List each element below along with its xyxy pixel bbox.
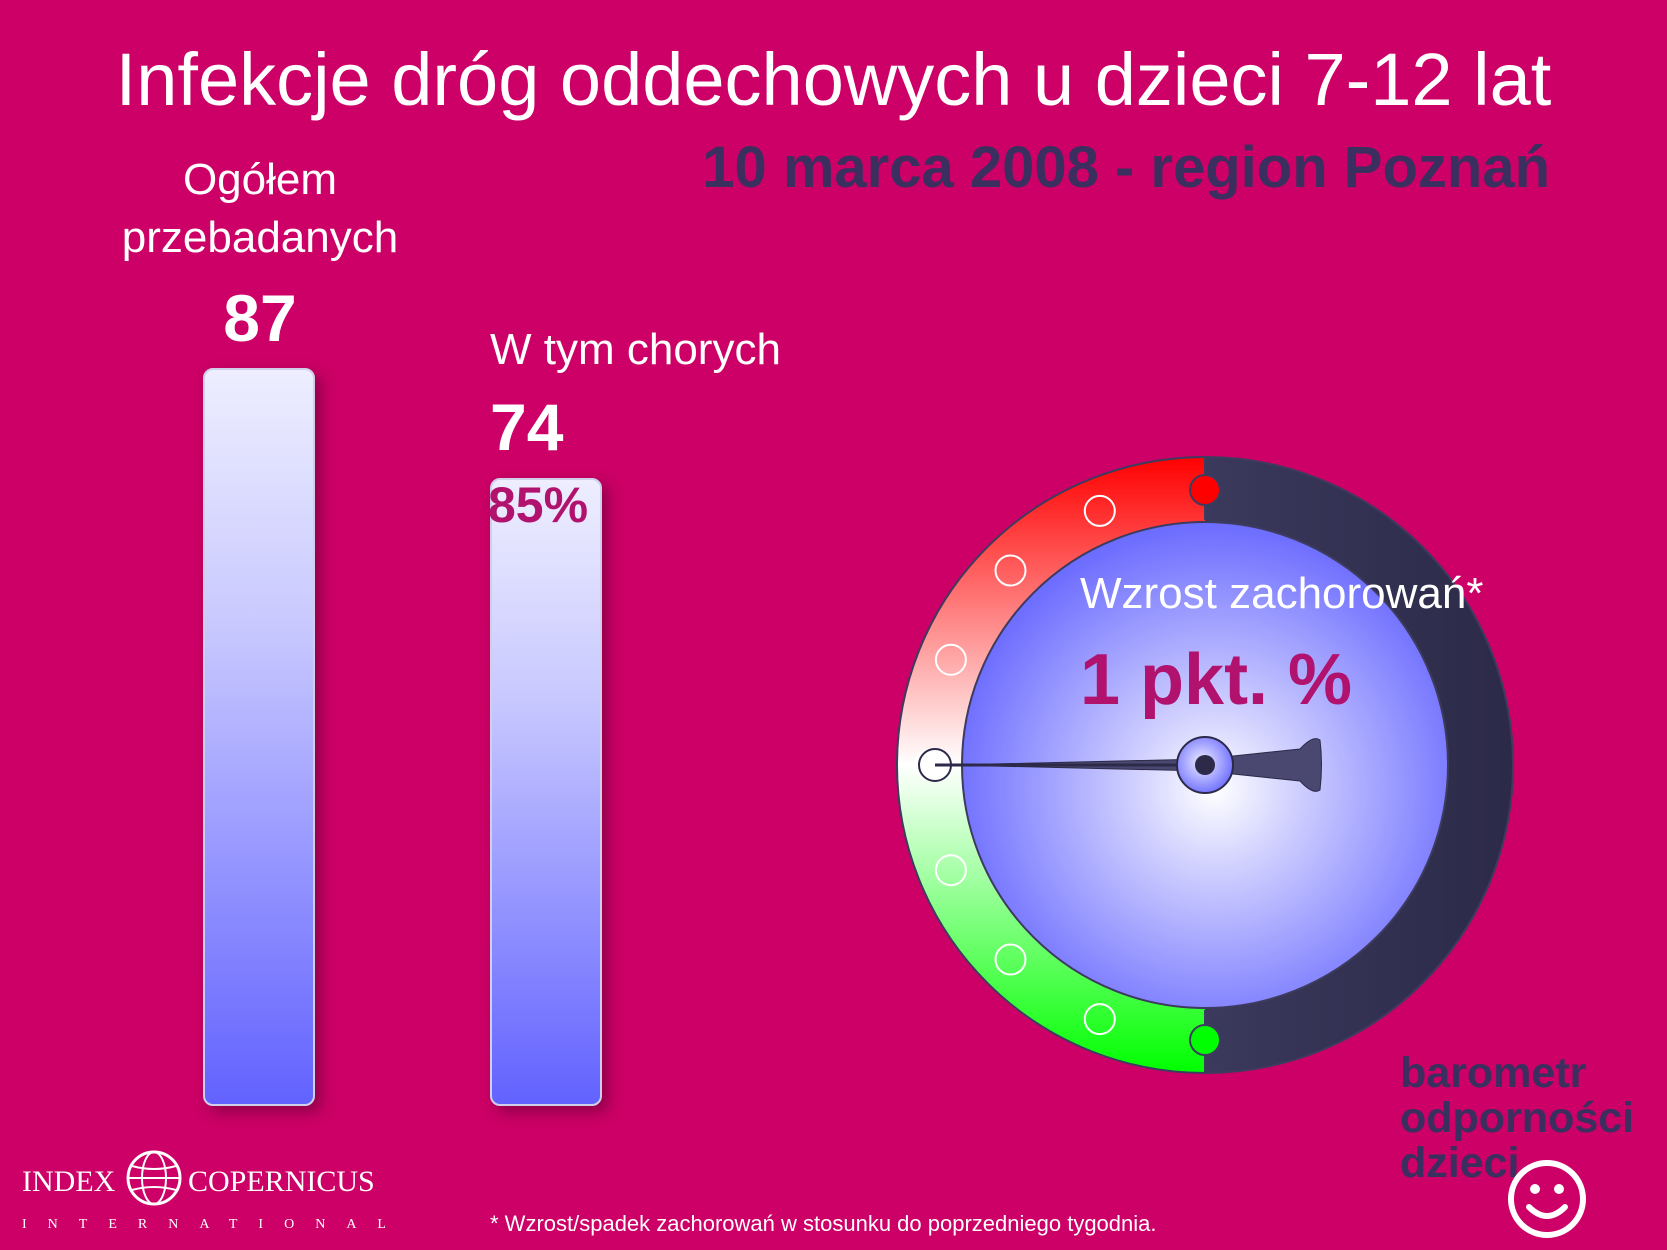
gauge-tick bbox=[994, 943, 1027, 976]
gauge-tick bbox=[1083, 494, 1116, 527]
gauge-tick bbox=[1189, 474, 1221, 506]
chart-title: Infekcje dróg oddechowych u dzieci 7-12 … bbox=[115, 38, 1552, 121]
brand-line3: dzieci bbox=[1400, 1139, 1520, 1187]
sick-percent-annotation: 85% bbox=[488, 477, 589, 533]
chart-subtitle: 10 marca 2008 - region Poznań bbox=[702, 135, 1550, 200]
gauge-ticks bbox=[914, 474, 1221, 1056]
sick-value-label: 74 bbox=[490, 390, 564, 464]
smiley-icon bbox=[1508, 1160, 1586, 1238]
brand-line1: barometr bbox=[1400, 1049, 1587, 1097]
gauge-label: Wzrost zachorowań* bbox=[1080, 569, 1484, 618]
gauge-value: 1 pkt. % bbox=[1080, 640, 1353, 720]
total-label: Ogółem przebadanych bbox=[60, 151, 460, 267]
logo-international-text: INTERNATIONAL bbox=[22, 1217, 407, 1232]
gauge-tick bbox=[934, 643, 967, 676]
total-value-label: 87 bbox=[223, 281, 297, 355]
total-label-line1: Ogółem bbox=[182, 155, 338, 204]
gauge-hub-center bbox=[1195, 755, 1215, 775]
bar-sick bbox=[490, 478, 602, 1106]
sick-label: W tym chorych bbox=[490, 325, 781, 374]
bar-total bbox=[203, 368, 315, 1106]
gauge-tick bbox=[994, 554, 1027, 587]
gauge bbox=[896, 456, 1514, 1074]
brand-line2: odporności bbox=[1400, 1094, 1635, 1142]
brand-logo: barometr odporności dzieci bbox=[1400, 1051, 1634, 1186]
footnote: * Wzrost/spadek zachorowań w stosunku do… bbox=[490, 1211, 1157, 1236]
logo-index-text: INDEX bbox=[22, 1165, 116, 1198]
total-label-line2: przebadanych bbox=[121, 213, 399, 262]
gauge-tick bbox=[1189, 1024, 1221, 1056]
logo-copernicus-text: COPERNICUS bbox=[188, 1165, 375, 1198]
globe-icon bbox=[126, 1150, 182, 1206]
gauge-tick bbox=[1083, 1003, 1116, 1036]
gauge-tick bbox=[934, 854, 967, 887]
